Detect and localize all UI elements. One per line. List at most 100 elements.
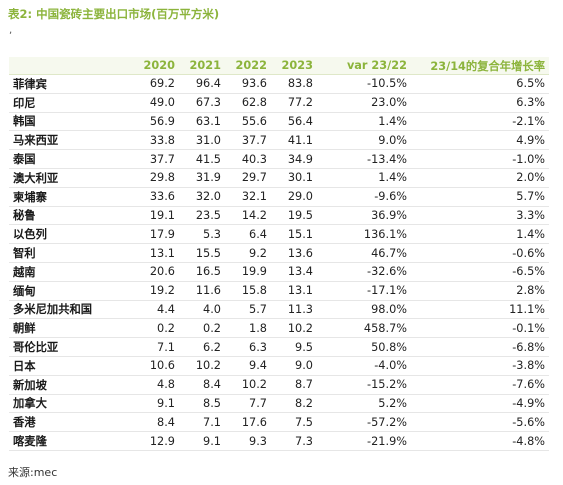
value-2022-cell: 15.8 <box>225 281 271 301</box>
value-2022-cell: 62.8 <box>225 93 271 113</box>
cagr-23-14-cell: -5.6% <box>411 412 549 433</box>
value-2020-cell: 20.6 <box>129 262 179 282</box>
value-2020-cell: 9.1 <box>129 394 179 414</box>
value-2023-cell: 13.6 <box>271 243 317 263</box>
country-cell: 喀麦隆 <box>9 431 129 451</box>
table-row: 新加坡 4.8 8.4 10.2 8.7 -15.2% -7.6% <box>9 375 549 395</box>
value-2021-cell: 4.0 <box>179 300 225 320</box>
header-var: var 23/22 <box>317 57 411 75</box>
var-23-22-cell: -21.9% <box>317 431 411 451</box>
country-cell: 以色列 <box>9 224 129 245</box>
country-cell: 加拿大 <box>9 394 129 414</box>
table-row: 日本 10.6 10.2 9.4 9.0 -4.0% -3.8% <box>9 356 549 376</box>
cagr-23-14-cell: 4.9% <box>411 130 549 151</box>
value-2023-cell: 29.0 <box>271 187 317 207</box>
table-row: 智利 13.1 15.5 9.2 13.6 46.7% -0.6% <box>9 243 549 263</box>
table-body: 菲律宾 69.2 96.4 93.6 83.8 -10.5% 6.5% 印尼 49.0 67.3 6… <box>9 74 549 451</box>
value-2020-cell: 19.2 <box>129 281 179 301</box>
var-23-22-cell: 5.2% <box>317 394 411 414</box>
value-2021-cell: 5.3 <box>179 224 225 245</box>
var-23-22-cell: 50.8% <box>317 337 411 357</box>
value-2021-cell: 16.5 <box>179 262 225 282</box>
cagr-23-14-cell: -4.9% <box>411 394 549 414</box>
value-2023-cell: 41.1 <box>271 130 317 151</box>
export-markets-table: 2020 2021 2022 2023 var 23/22 23/14的复合年增… <box>9 57 549 451</box>
var-23-22-cell: 23.0% <box>317 93 411 113</box>
value-2021-cell: 15.5 <box>179 243 225 263</box>
country-cell: 新加坡 <box>9 375 129 395</box>
table-row: 加拿大 9.1 8.5 7.7 8.2 5.2% -4.9% <box>9 394 549 414</box>
cagr-23-14-cell: -6.5% <box>411 262 549 282</box>
header-country <box>9 57 129 75</box>
value-2021-cell: 9.1 <box>179 431 225 451</box>
cagr-23-14-cell: -4.8% <box>411 431 549 451</box>
country-cell: 韩国 <box>9 112 129 132</box>
country-cell: 秘鲁 <box>9 206 129 226</box>
value-2022-cell: 9.2 <box>225 243 271 263</box>
country-cell: 香港 <box>9 412 129 433</box>
value-2022-cell: 93.6 <box>225 74 271 94</box>
value-2020-cell: 37.7 <box>129 149 179 169</box>
value-2022-cell: 37.7 <box>225 130 271 151</box>
table-row: 印尼 49.0 67.3 62.8 77.2 23.0% 6.3% <box>9 93 549 113</box>
value-2021-cell: 11.6 <box>179 281 225 301</box>
value-2020-cell: 56.9 <box>129 112 179 132</box>
value-2022-cell: 7.7 <box>225 394 271 414</box>
table-row: 秘鲁 19.1 23.5 14.2 19.5 36.9% 3.3% <box>9 206 549 226</box>
value-2023-cell: 77.2 <box>271 93 317 113</box>
value-2022-cell: 29.7 <box>225 168 271 188</box>
value-2020-cell: 33.6 <box>129 187 179 207</box>
value-2021-cell: 67.3 <box>179 93 225 113</box>
value-2022-cell: 5.7 <box>225 300 271 320</box>
country-cell: 澳大利亚 <box>9 168 129 188</box>
value-2021-cell: 32.0 <box>179 187 225 207</box>
cagr-23-14-cell: 2.8% <box>411 281 549 301</box>
value-2020-cell: 19.1 <box>129 206 179 226</box>
value-2021-cell: 10.2 <box>179 356 225 376</box>
value-2021-cell: 6.2 <box>179 337 225 357</box>
header-2020: 2020 <box>129 57 179 75</box>
var-23-22-cell: 98.0% <box>317 300 411 320</box>
value-2021-cell: 7.1 <box>179 412 225 433</box>
header-2023: 2023 <box>271 57 317 75</box>
cagr-23-14-cell: -1.0% <box>411 149 549 169</box>
var-23-22-cell: -4.0% <box>317 356 411 376</box>
var-23-22-cell: 1.4% <box>317 112 411 132</box>
cagr-23-14-cell: 3.3% <box>411 206 549 226</box>
value-2021-cell: 0.2 <box>179 318 225 339</box>
country-cell: 菲律宾 <box>9 74 129 94</box>
value-2021-cell: 31.9 <box>179 168 225 188</box>
value-2023-cell: 7.3 <box>271 431 317 451</box>
var-23-22-cell: 46.7% <box>317 243 411 263</box>
value-2022-cell: 10.2 <box>225 375 271 395</box>
header-row: 2020 2021 2022 2023 var 23/22 23/14的复合年增… <box>9 57 549 75</box>
value-2020-cell: 7.1 <box>129 337 179 357</box>
cagr-23-14-cell: -6.8% <box>411 337 549 357</box>
var-23-22-cell: 136.1% <box>317 224 411 245</box>
var-23-22-cell: -13.4% <box>317 149 411 169</box>
header-2021: 2021 <box>179 57 225 75</box>
var-23-22-cell: 9.0% <box>317 130 411 151</box>
cagr-23-14-cell: -0.1% <box>411 318 549 339</box>
table-row: 越南 20.6 16.5 19.9 13.4 -32.6% -6.5% <box>9 262 549 282</box>
value-2023-cell: 15.1 <box>271 224 317 245</box>
header-cagr: 23/14的复合年增长率 <box>411 57 549 75</box>
table-row: 喀麦隆 12.9 9.1 9.3 7.3 -21.9% -4.8% <box>9 431 549 451</box>
value-2020-cell: 49.0 <box>129 93 179 113</box>
value-2023-cell: 56.4 <box>271 112 317 132</box>
value-2023-cell: 10.2 <box>271 318 317 339</box>
value-2021-cell: 8.4 <box>179 375 225 395</box>
table-row: 以色列 17.9 5.3 6.4 15.1 136.1% 1.4% <box>9 224 549 245</box>
value-2020-cell: 4.8 <box>129 375 179 395</box>
cagr-23-14-cell: 1.4% <box>411 224 549 245</box>
cagr-23-14-cell: -0.6% <box>411 243 549 263</box>
value-2020-cell: 12.9 <box>129 431 179 451</box>
cagr-23-14-cell: -7.6% <box>411 375 549 395</box>
value-2020-cell: 13.1 <box>129 243 179 263</box>
cagr-23-14-cell: 11.1% <box>411 300 549 320</box>
cagr-23-14-cell: 6.5% <box>411 74 549 94</box>
var-23-22-cell: 458.7% <box>317 318 411 339</box>
var-23-22-cell: 36.9% <box>317 206 411 226</box>
value-2022-cell: 9.3 <box>225 431 271 451</box>
value-2021-cell: 23.5 <box>179 206 225 226</box>
